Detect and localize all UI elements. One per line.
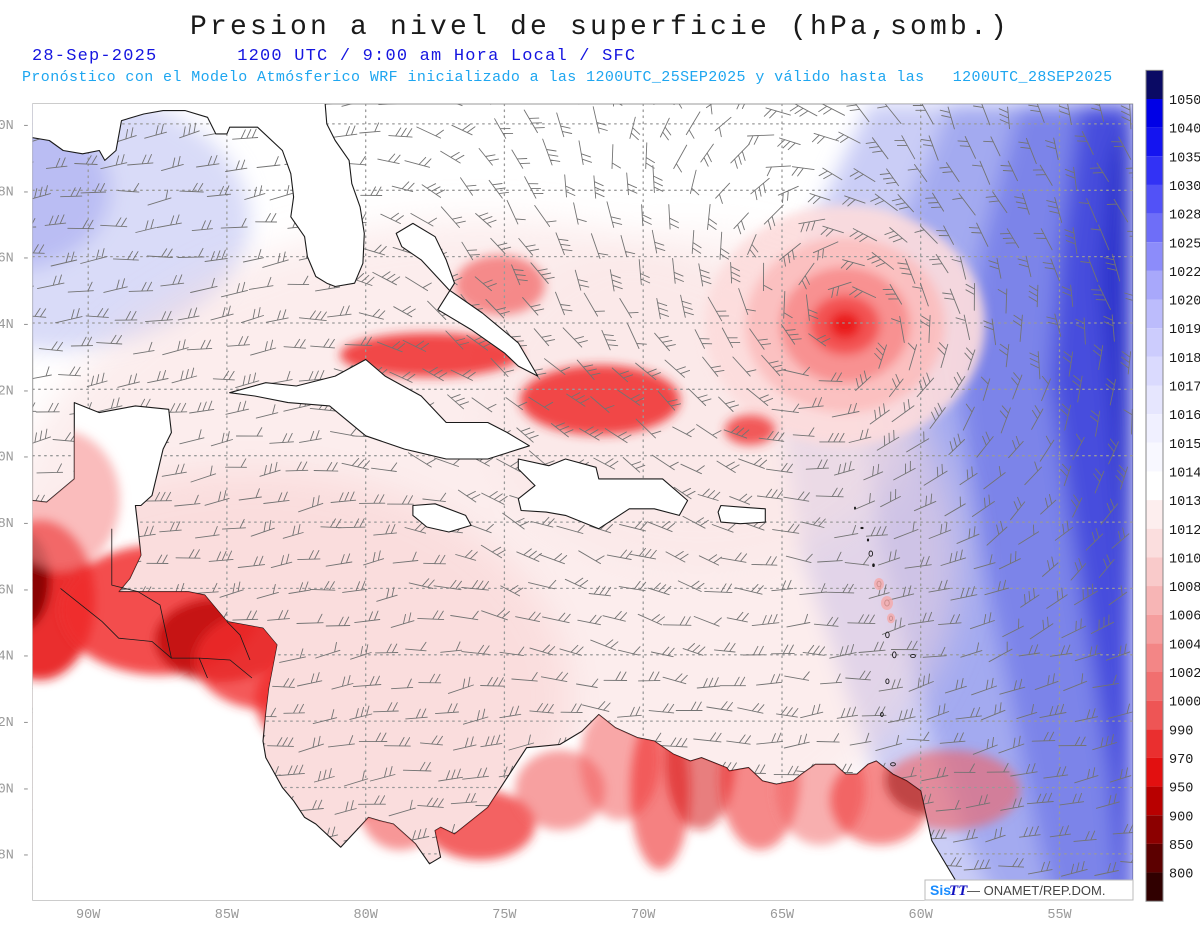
svg-text:85W: 85W [215, 908, 240, 923]
svg-text:20N -: 20N - [0, 451, 30, 466]
svg-text:1030: 1030 [1169, 180, 1200, 195]
svg-text:1004: 1004 [1169, 638, 1200, 653]
svg-text:950: 950 [1169, 782, 1193, 797]
svg-text:55W: 55W [1047, 908, 1072, 923]
svg-text:1010: 1010 [1169, 552, 1200, 567]
svg-text:8N -: 8N - [0, 849, 30, 864]
svg-text:80W: 80W [354, 908, 379, 923]
svg-text:30N -: 30N - [0, 119, 30, 134]
svg-text:24N -: 24N - [0, 318, 30, 333]
svg-text:1025: 1025 [1169, 237, 1200, 252]
svg-text:75W: 75W [492, 908, 517, 923]
svg-text:16N -: 16N - [0, 584, 30, 599]
svg-text:1017: 1017 [1169, 381, 1200, 396]
svg-text:70W: 70W [631, 908, 656, 923]
svg-text:Presion a nivel de superficie: Presion a nivel de superficie (hPa,somb.… [190, 12, 1010, 43]
svg-text:26N -: 26N - [0, 252, 30, 267]
svg-text:1015: 1015 [1169, 438, 1200, 453]
svg-text:1008: 1008 [1169, 581, 1200, 596]
svg-text:— ONAMET/REP.DOM.: — ONAMET/REP.DOM. [967, 883, 1105, 898]
svg-text:28N -: 28N - [0, 186, 30, 201]
svg-text:990: 990 [1169, 724, 1193, 739]
svg-text:1018: 1018 [1169, 352, 1200, 367]
svg-text:22N -: 22N - [0, 385, 30, 400]
svg-text:1040: 1040 [1169, 123, 1200, 138]
svg-text:1000: 1000 [1169, 696, 1200, 711]
svg-text:TT: TT [949, 883, 968, 899]
svg-text:1016: 1016 [1169, 409, 1200, 424]
svg-text:65W: 65W [770, 908, 795, 923]
svg-text:1020: 1020 [1169, 295, 1200, 310]
svg-text:850: 850 [1169, 839, 1193, 854]
svg-text:900: 900 [1169, 810, 1193, 825]
svg-text:90W: 90W [76, 908, 101, 923]
svg-text:1050: 1050 [1169, 94, 1200, 109]
svg-text:1035: 1035 [1169, 151, 1200, 166]
svg-text:1019: 1019 [1169, 323, 1200, 338]
svg-text:14N -: 14N - [0, 650, 30, 665]
svg-text:1028: 1028 [1169, 209, 1200, 224]
svg-text:18N -: 18N - [0, 517, 30, 532]
svg-text:1012: 1012 [1169, 524, 1200, 539]
svg-text:1002: 1002 [1169, 667, 1200, 682]
svg-text:60W: 60W [909, 908, 934, 923]
svg-text:28-Sep-2025 1200 UTC / 9: 28-Sep-2025 1200 UTC / 9:00 am Hora Loca… [32, 47, 636, 66]
svg-text:970: 970 [1169, 753, 1193, 768]
svg-text:800: 800 [1169, 868, 1193, 883]
svg-text:1022: 1022 [1169, 266, 1200, 281]
svg-text:1006: 1006 [1169, 610, 1200, 625]
svg-text:12N -: 12N - [0, 716, 30, 731]
svg-text:1014: 1014 [1169, 466, 1200, 481]
svg-text:Pronóstico con el Modelo Atmós: Pronóstico con el Modelo Atmósferico WRF… [22, 69, 1113, 86]
svg-text:10N -: 10N - [0, 783, 30, 798]
svg-text:1013: 1013 [1169, 495, 1200, 510]
